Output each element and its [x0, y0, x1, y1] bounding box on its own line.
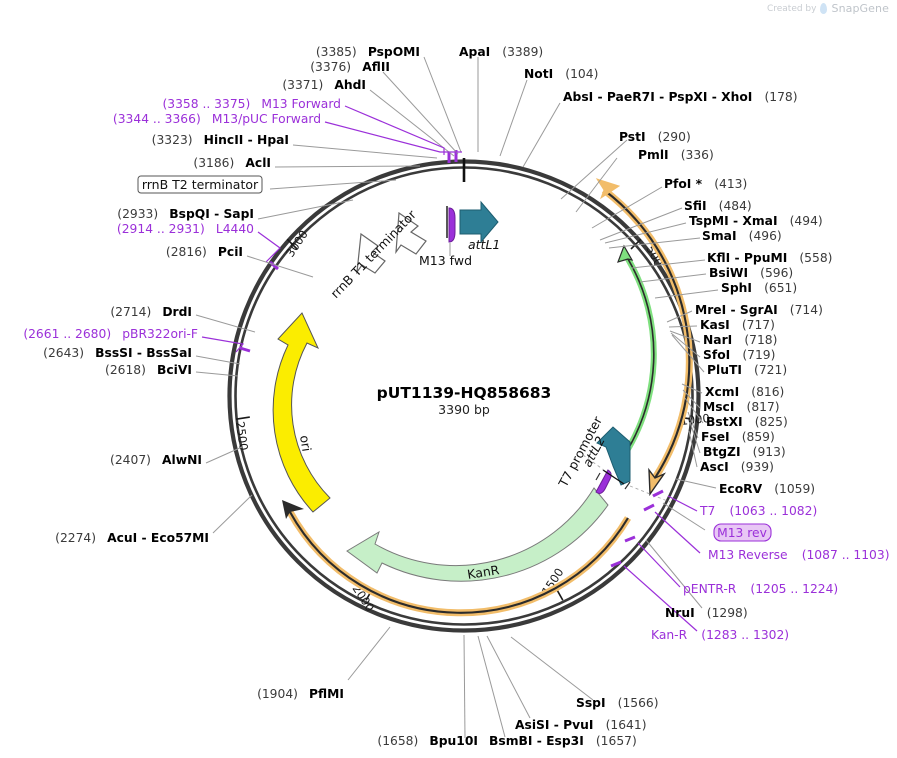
feature-label-m13-fwd: M13 fwd: [419, 253, 472, 268]
label-m13-reverse: M13 Reverse (1087 .. 1103): [708, 544, 890, 563]
tick-label-2500: 2500: [233, 420, 251, 451]
primer-ticks-on-backbone: [239, 150, 664, 568]
label-acli: (3186) AclI: [193, 152, 271, 171]
label-pspomi: (3385) PspOMI: [316, 41, 420, 60]
label-m13-forward: (3358 .. 3375) M13 Forward: [162, 93, 341, 112]
snapgene-watermark: Created by SnapGene: [767, 2, 889, 15]
boxed-label-rrnb-t2: rrnB T2 terminator: [137, 175, 263, 194]
label-nari: NarI (718): [703, 329, 777, 348]
label-asisi-pvui: AsiSI - PvuI (1641): [515, 714, 647, 733]
label-bsssi-bsssai: (2643) BssSI - BssSaI: [43, 342, 192, 361]
label-smai: SmaI (496): [702, 225, 782, 244]
gateway-cassette-arc-lower: [282, 500, 632, 617]
feature-attl1: attL1: [459, 200, 500, 252]
feature-label-kanr: KanR: [466, 562, 501, 582]
label-aflii: (3376) AflII: [310, 56, 390, 75]
label-group-right: ApaI (3389) NotI (104) AbsI - PaeR7I - P…: [459, 41, 890, 643]
label-bcivi: (2618) BciVI: [105, 359, 192, 378]
label-pflmi: (1904) PflMI: [257, 683, 344, 702]
label-asci: AscI (939): [700, 456, 774, 475]
snapgene-drop-icon: [820, 3, 828, 14]
label-ecorv: EcoRV (1059): [719, 478, 815, 497]
label-sspi: SspI (1566): [576, 692, 659, 711]
label-sphi: SphI (651): [721, 277, 797, 296]
label-kfli-ppumi: KflI - PpuMI (558): [707, 247, 832, 266]
feature-kanr: KanR: [346, 487, 609, 582]
plasmid-size-label: 3390 bp: [438, 402, 490, 417]
feature-m13-fwd: M13 fwd: [419, 206, 472, 268]
page-title: pUT1139-HQ858683: [377, 384, 552, 402]
watermark-brand: SnapGene: [831, 2, 889, 15]
gateway-cassette-arc-upper: [595, 178, 693, 497]
label-noti: NotI (104): [524, 63, 598, 82]
label-pentr-r: pENTR-R (1205 .. 1224): [683, 578, 838, 597]
label-fsei: FseI (859): [701, 426, 775, 445]
label-m13-puc-forward: (3344 .. 3366) M13/pUC Forward: [113, 108, 321, 127]
label-l4440: (2914 .. 2931) L4440: [117, 218, 254, 237]
label-bstxi: BstXI (825): [706, 411, 788, 430]
label-kan-r: Kan-R (1283 .. 1302): [651, 624, 789, 643]
tick-label-1000: 1000: [680, 411, 711, 428]
label-pfoi: PfoI * (413): [664, 173, 747, 192]
label-msci: MscI (817): [703, 396, 780, 415]
label-pmli: PmlI (336): [638, 144, 714, 163]
label-psti: PstI (290): [619, 126, 691, 145]
label-bsiwi: BsiWI (596): [709, 262, 793, 281]
watermark-created-by: Created by: [766, 3, 817, 14]
label-nrui: NruI (1298): [665, 602, 748, 621]
label-absi-paer7i-pspxi-xhoi: AbsI - PaeR7I - PspXI - XhoI (178): [563, 86, 798, 105]
label-ahdi: (3371) AhdI: [282, 74, 366, 93]
label-drdi: (2714) DrdI: [110, 301, 192, 320]
label-btgzi: BtgZI (913): [703, 441, 786, 460]
boxed-label-m13-rev: M13 rev: [713, 523, 772, 542]
rrnb-t2-terminator-label: rrnB T2 terminator: [142, 177, 259, 192]
label-tspmi-xmai: TspMI - XmaI (494): [689, 210, 823, 229]
label-bpu10i: (1658) Bpu10I: [377, 730, 478, 749]
label-sfii: SfiI (484): [684, 195, 752, 214]
label-t7-primer: T7 (1063 .. 1082): [699, 500, 817, 519]
label-group-top-left: (3385) PspOMI (3376) AflII (3371) AhdI (…: [23, 41, 420, 546]
label-bspqi-sapi: (2933) BspQI - SapI: [117, 203, 254, 222]
feature-label-attl1: attL1: [468, 237, 500, 252]
label-sfoi: SfoI (719): [703, 344, 775, 363]
feature-label-ori: ori: [297, 434, 314, 452]
label-pluti: PluTI (721): [707, 359, 787, 378]
label-mrei-sgrai: MreI - SgrAI (714): [695, 299, 823, 318]
label-kasi: KasI (717): [700, 314, 775, 333]
label-acui-eco57mi: (2274) AcuI - Eco57MI: [55, 527, 209, 546]
feature-rrnb-t1-terminator: rrnB T1 terminator: [327, 206, 427, 301]
feature-label-rrnb-t1: rrnB T1 terminator: [327, 206, 419, 301]
label-alwni: (2407) AlwNI: [110, 449, 202, 468]
leader-lines: [195, 56, 719, 739]
feature-ori: ori: [272, 312, 331, 513]
label-apai: ApaI (3389): [459, 41, 543, 60]
label-pbr322ori-f: (2661 .. 2680) pBR322ori-F: [23, 323, 198, 342]
label-pcii: (2816) PciI: [166, 241, 243, 260]
label-group-bottom: SspI (1566) AsiSI - PvuI (1641) BsmBI - …: [257, 683, 659, 749]
t7-promoter-arc: [616, 244, 657, 465]
m13-rev-label: M13 rev: [717, 526, 767, 540]
label-bsmbi-esp3i: BsmBI - Esp3I (1657): [489, 730, 637, 749]
label-xcmi: XcmI (816): [705, 381, 784, 400]
label-hincii-hpai: (3323) HincII - HpaI: [152, 129, 289, 148]
